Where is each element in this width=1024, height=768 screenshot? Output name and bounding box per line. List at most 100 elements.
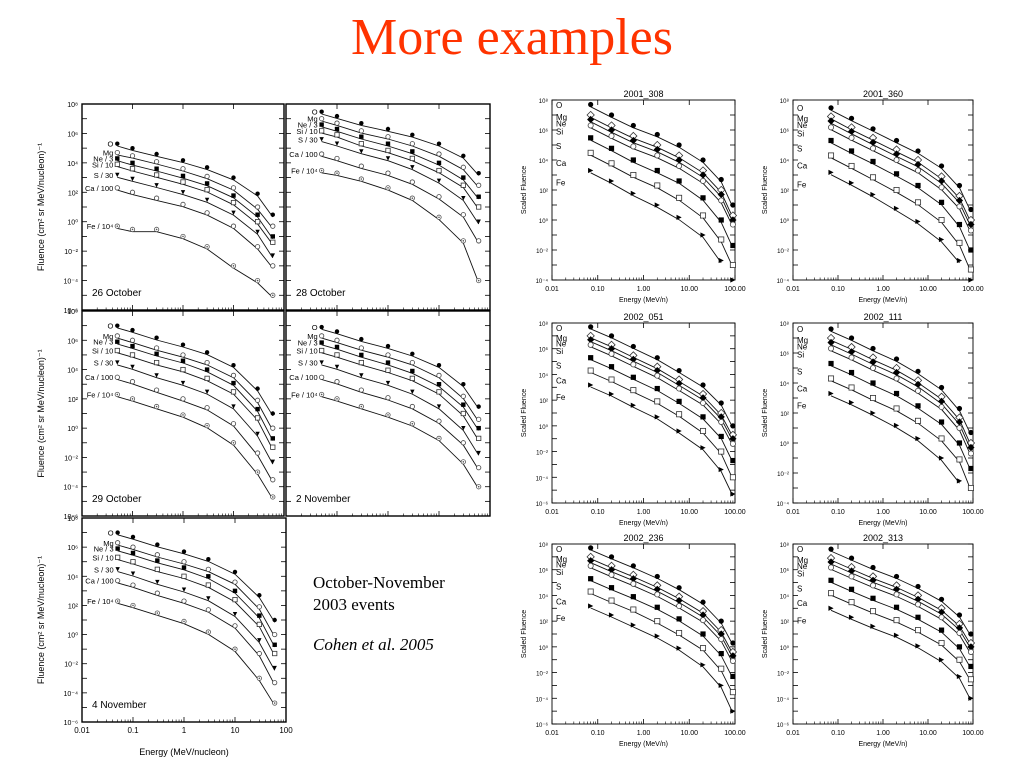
x-tick-label: 10.00 (919, 286, 937, 293)
y-tick-label: 10⁰ (67, 219, 78, 227)
model-curve (830, 380, 972, 491)
series-label: O (107, 140, 113, 149)
data-point (848, 599, 855, 606)
data-point-dot (132, 604, 134, 607)
data-point (729, 652, 737, 660)
data-point (700, 382, 706, 388)
data-point (270, 239, 276, 245)
data-point (870, 623, 876, 629)
x-tick-label: 0.1 (127, 726, 139, 735)
data-point (130, 534, 136, 540)
data-point (115, 567, 120, 572)
data-point (272, 665, 277, 671)
data-point (587, 588, 594, 595)
series-label: Ca (556, 598, 567, 607)
data-point (232, 588, 238, 594)
data-point (968, 631, 974, 637)
x-tick-label: 0.10 (831, 286, 845, 293)
data-point (587, 562, 594, 569)
model-curve (117, 343, 274, 441)
data-point (654, 573, 660, 580)
model-curve (830, 550, 972, 637)
y-tick-label: 10⁻⁴ (536, 475, 549, 482)
data-point (608, 112, 615, 118)
panel-date-label: 2 November (296, 494, 351, 505)
series-label: Si / 10 (92, 347, 113, 356)
data-point (385, 367, 391, 373)
data-point (629, 136, 637, 145)
data-point (257, 638, 262, 643)
model-curve (590, 549, 734, 646)
data-point (130, 550, 136, 556)
data-point (231, 193, 236, 198)
series-label: Mg (556, 113, 567, 122)
data-point-dot (206, 424, 208, 427)
series-s-30: S / 30 (94, 565, 277, 671)
data-point (718, 236, 725, 243)
data-point (436, 418, 442, 424)
x-tick-label: 0.10 (591, 286, 605, 293)
series-label: Ca / 100 (289, 150, 317, 159)
x-tick-label: 10 (231, 726, 240, 735)
y-tick-label: 10⁻⁴ (536, 278, 549, 285)
data-point (255, 191, 260, 196)
x-tick-label: 10.00 (680, 286, 698, 293)
y-tick-label: 10⁴ (780, 158, 790, 165)
data-point (630, 594, 636, 600)
data-point-dot (207, 631, 210, 633)
data-point (359, 373, 364, 378)
data-point (319, 116, 325, 122)
data-point (700, 617, 707, 624)
data-point (230, 199, 237, 206)
data-point (630, 343, 636, 350)
data-point (359, 352, 364, 358)
y-tick-label: 10² (780, 412, 789, 418)
series-s-30: S / 30 (298, 135, 481, 225)
data-point (385, 141, 391, 146)
data-point-dot (273, 702, 276, 704)
data-point (718, 197, 725, 204)
data-point (115, 530, 120, 535)
model-curve (830, 350, 972, 456)
x-axis-title: Energy (MeV/n) (619, 297, 668, 304)
plot-frame (551, 99, 736, 281)
data-point (230, 389, 237, 395)
data-point (272, 631, 278, 638)
data-point (204, 165, 210, 170)
data-point (270, 411, 275, 416)
y-tick-label: 10⁰ (67, 425, 78, 433)
data-point (630, 374, 636, 380)
data-point-dot (232, 441, 235, 444)
series-label: S / 30 (298, 135, 318, 144)
data-point-dot (232, 265, 235, 267)
series-s: S (556, 355, 736, 464)
data-point (893, 171, 900, 177)
model-curve (117, 227, 274, 298)
data-point (676, 398, 682, 404)
series-label: Ne (556, 340, 567, 349)
model-curve (321, 337, 480, 422)
data-point (587, 336, 595, 344)
data-point (319, 122, 324, 127)
series-s-30: S / 30 (298, 359, 481, 456)
data-point (410, 351, 415, 356)
data-point (915, 435, 921, 442)
data-point (409, 375, 415, 381)
data-point (115, 323, 120, 328)
model-curve (117, 176, 274, 259)
data-point (476, 182, 482, 188)
data-point (204, 350, 210, 355)
data-point-dot (387, 414, 389, 416)
series-ne: Ne (556, 115, 737, 224)
series-label: Mg (103, 149, 113, 158)
data-point (730, 640, 736, 646)
series-fe: Fe (556, 603, 736, 714)
x-tick-label: 100.00 (724, 286, 746, 293)
data-point (653, 145, 661, 154)
data-point (334, 132, 340, 138)
data-point-dot (155, 405, 158, 408)
series-s-30: S / 30 (94, 171, 275, 259)
y-tick-label: 10² (539, 399, 548, 405)
model-curve (590, 328, 734, 429)
